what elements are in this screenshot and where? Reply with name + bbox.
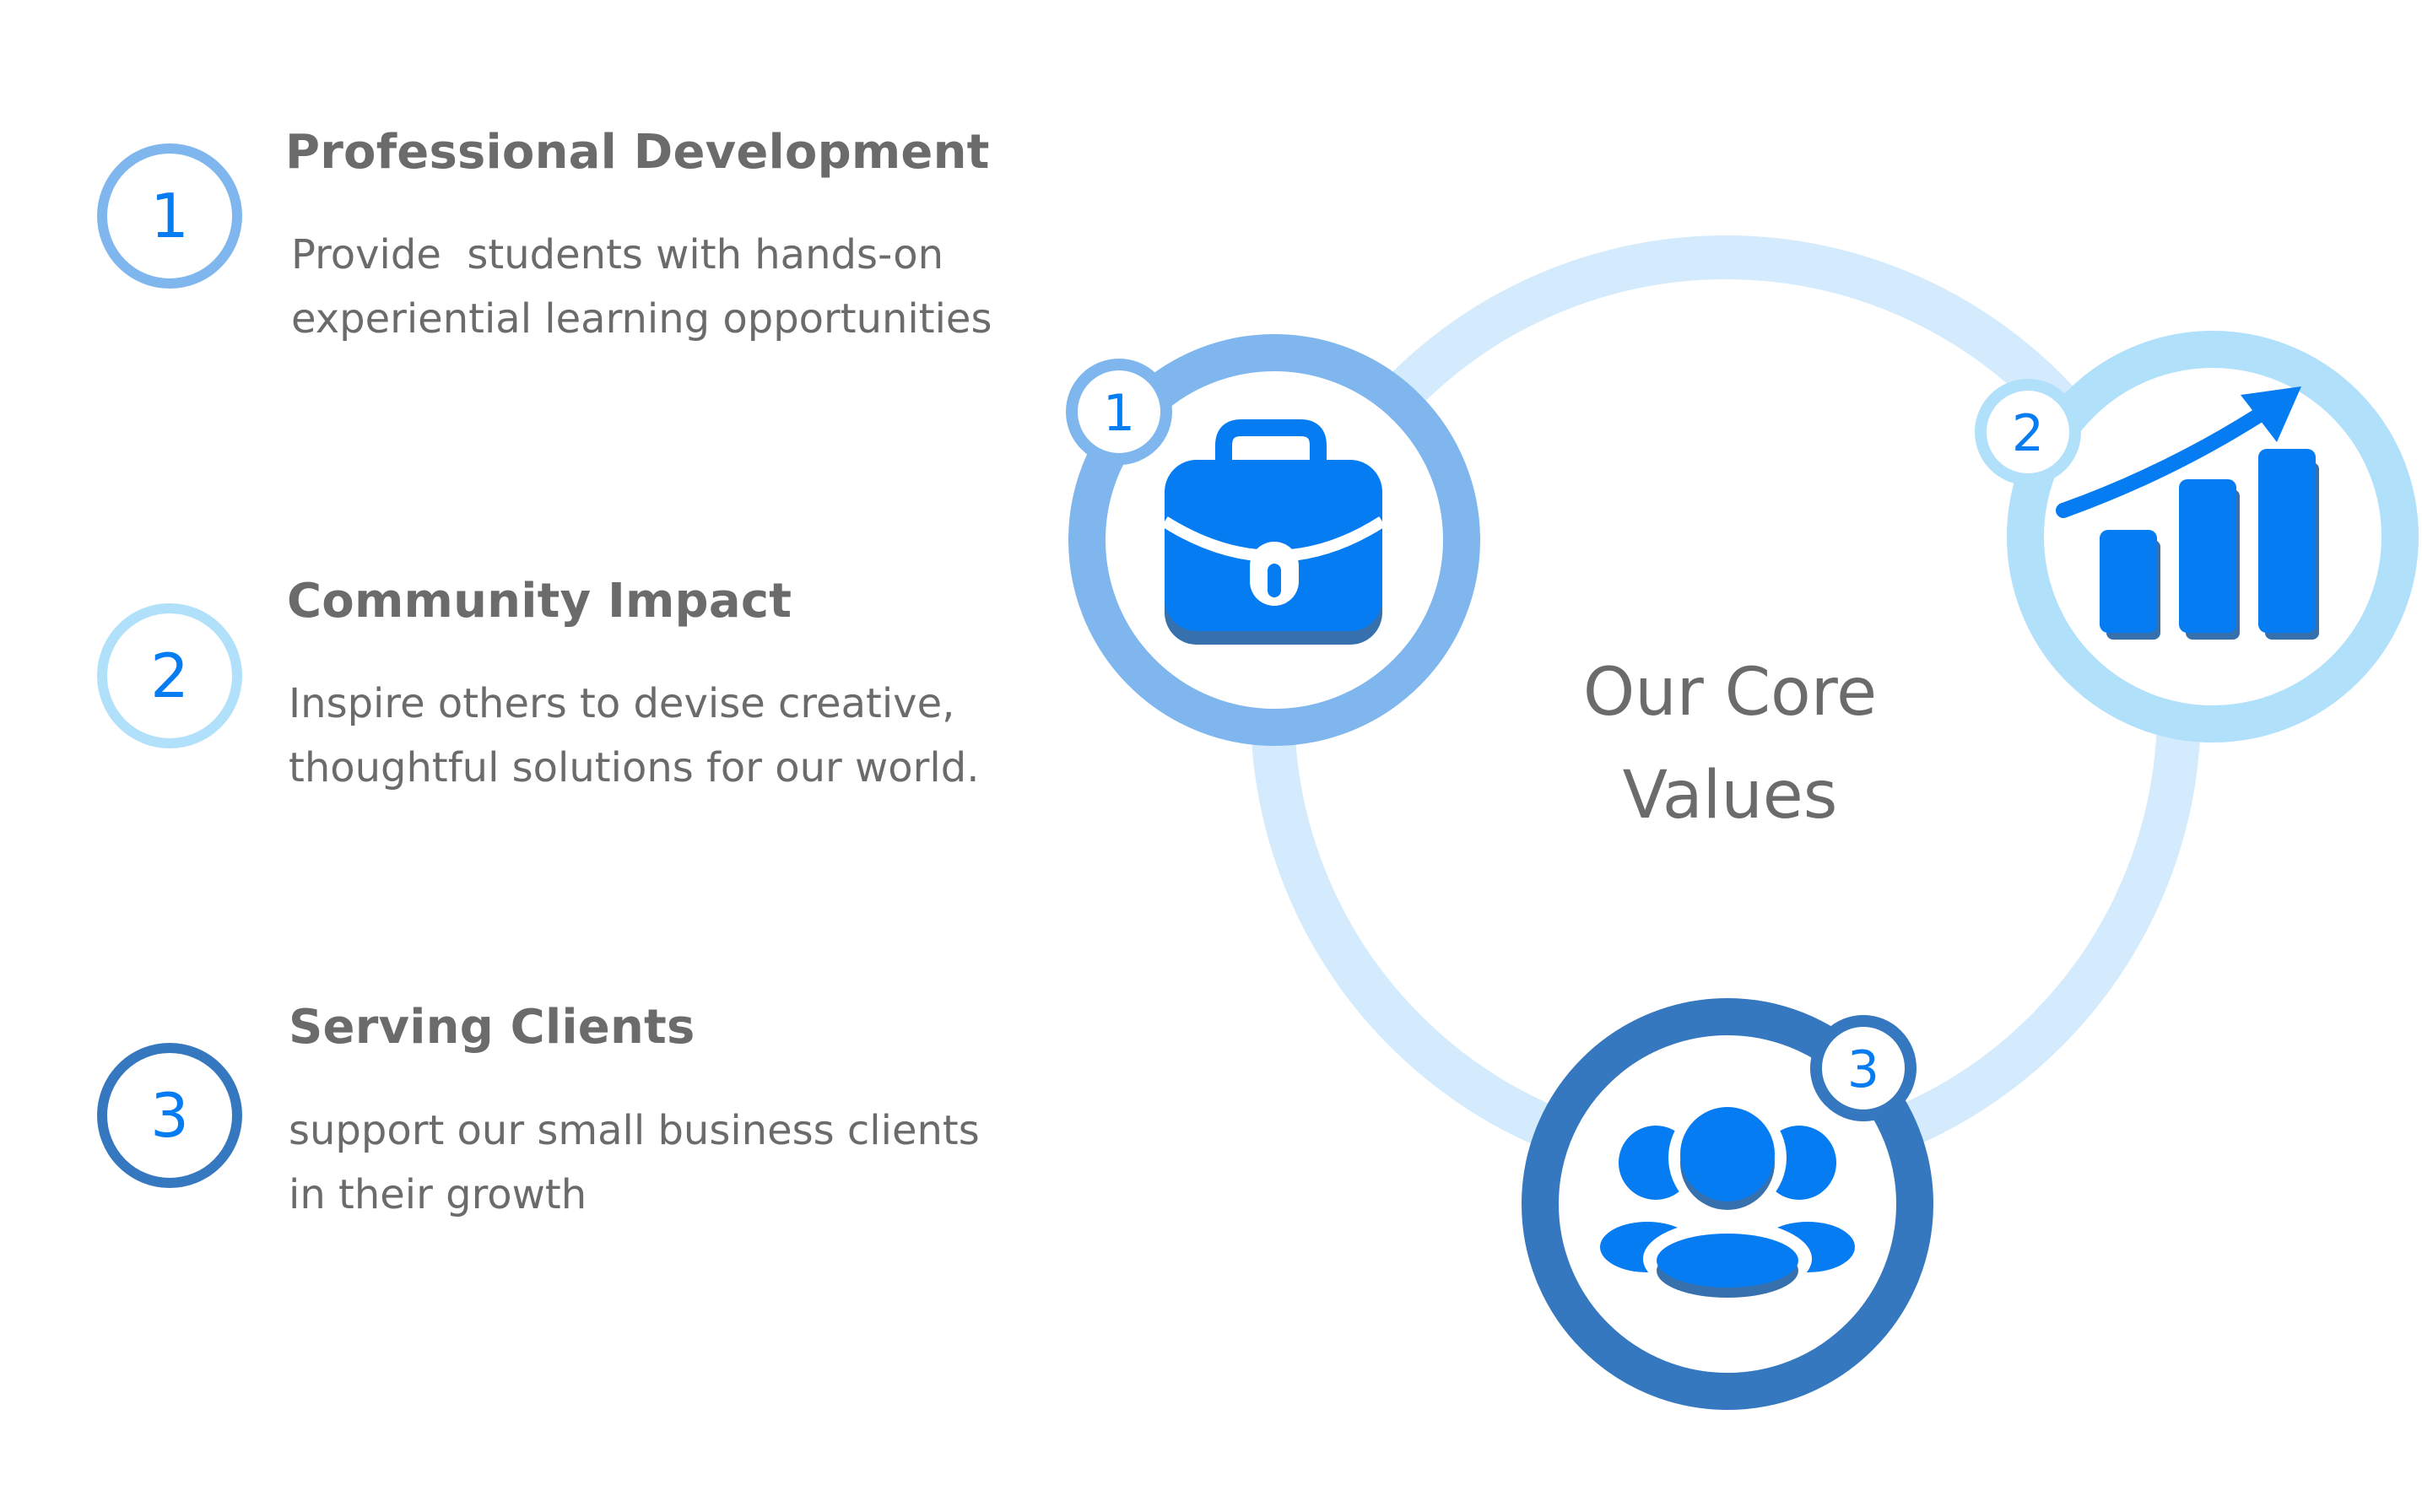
node-1: 1 [1066, 334, 1480, 746]
item-1-description-line-1: Provide students with hands-on [291, 231, 943, 278]
item-1-description-line-2: experiential learning opportunities [291, 295, 992, 343]
node-1-badge [1066, 359, 1172, 465]
center-title-line-2: Values [1622, 758, 1838, 834]
item-3-title: Serving Clients [289, 1000, 695, 1055]
node-2-badge [1975, 379, 2081, 485]
item-2-description-line-2: thoughtful solutions for our world. [289, 744, 980, 791]
item-1-description: Provide students with hands-on experient… [291, 223, 992, 351]
item-3-number: 3 [150, 1080, 189, 1151]
node-2-badge-number: 2 [2012, 404, 2044, 463]
node-2: 2 [1975, 331, 2419, 742]
node-1-badge-number: 1 [1103, 384, 1135, 443]
item-3-description-line-2: in their growth [289, 1171, 587, 1218]
item-2-description: Inspire others to devise creative, thoug… [289, 672, 979, 800]
item-2-title: Community Impact [287, 574, 792, 629]
node-3: 3 [1522, 998, 1933, 1410]
center-title: Our Core Values [1519, 641, 1941, 847]
center-title-line-1: Our Core [1582, 655, 1878, 731]
item-1-title: Professional Development [285, 125, 990, 180]
item-3-description-line-1: support our small business clients [289, 1107, 980, 1154]
team-icon [1600, 1099, 1855, 1298]
node-3-badge [1810, 1015, 1917, 1121]
briefcase-icon [1161, 419, 1386, 645]
item-1-number: 1 [150, 181, 189, 251]
item-3-description: support our small business clients in th… [289, 1099, 980, 1227]
item-2-number: 2 [150, 640, 189, 711]
growth-chart-icon [2056, 386, 2319, 640]
item-2-description-line-1: Inspire others to devise creative, [289, 680, 955, 727]
node-3-badge-number: 3 [1847, 1040, 1879, 1099]
